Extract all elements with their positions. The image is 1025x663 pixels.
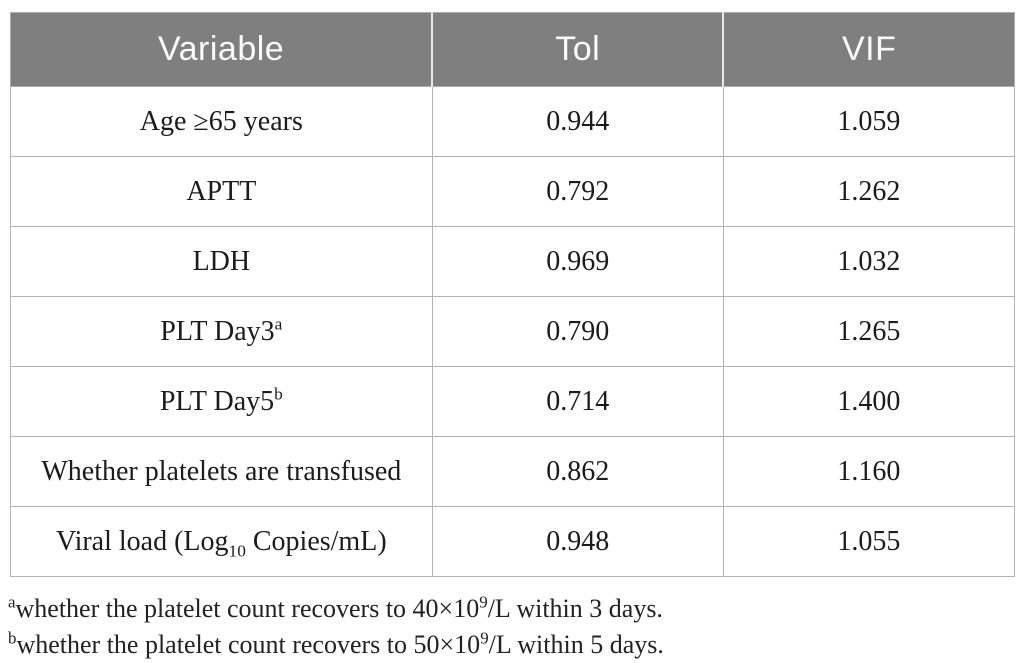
footnote-text: /L within 5 days.: [488, 630, 664, 659]
variable-text: Age ≥65 years: [139, 105, 303, 137]
vif-cell: 1.265: [722, 296, 1016, 367]
tol-cell: 0.944: [431, 86, 724, 157]
vif-cell: 1.032: [722, 226, 1016, 297]
footnote-b: bwhether the platelet count recovers to …: [8, 627, 1015, 663]
variable-cell: Whether platelets are transfused: [10, 436, 433, 507]
variable-text: PLT Day5: [159, 385, 275, 417]
header-cell-vif: VIF: [722, 12, 1016, 87]
table-header-row: Variable Tol VIF: [10, 12, 1016, 87]
tol-cell: 0.862: [431, 436, 724, 507]
table-row: Age ≥65 years 0.944 1.059: [10, 86, 1016, 157]
footnote-marker: b: [8, 628, 17, 648]
variable-text: Copies/mL): [245, 525, 387, 557]
header-cell-tol: Tol: [431, 12, 724, 87]
variable-subscript: 10: [228, 541, 246, 561]
variable-text: PLT Day3: [160, 315, 275, 347]
variable-superscript: a: [274, 314, 283, 334]
collinearity-table: Variable Tol VIF Age ≥65 years 0.944 1.0…: [10, 12, 1016, 577]
tol-cell: 0.948: [431, 506, 724, 577]
header-cell-variable: Variable: [10, 12, 433, 87]
variable-cell: LDH: [10, 226, 433, 297]
variable-text: Whether platelets are transfused: [41, 455, 402, 487]
table-row: APTT 0.792 1.262: [10, 156, 1016, 227]
footnote-a: awhether the platelet count recovers to …: [8, 591, 1015, 627]
footnote-text: /L within 3 days.: [487, 594, 663, 623]
variable-text: Viral load (Log: [56, 525, 229, 557]
footnote-exponent: 9: [479, 592, 488, 612]
table-footnotes: awhether the platelet count recovers to …: [8, 591, 1015, 663]
table-row: PLT Day3a 0.790 1.265: [10, 296, 1016, 367]
footnote-exponent: 9: [480, 628, 489, 648]
variable-cell: APTT: [10, 156, 433, 227]
footnote-text: whether the platelet count recovers to 5…: [16, 630, 481, 659]
table-row: PLT Day5b 0.714 1.400: [10, 366, 1016, 437]
vif-cell: 1.059: [722, 86, 1016, 157]
variable-cell: Viral load (Log10 Copies/mL): [10, 506, 433, 577]
table-row: Whether platelets are transfused 0.862 1…: [10, 436, 1016, 507]
vif-cell: 1.055: [722, 506, 1016, 577]
footnote-text: whether the platelet count recovers to 4…: [15, 594, 480, 623]
variable-cell: PLT Day3a: [10, 296, 433, 367]
variable-superscript: b: [274, 384, 283, 404]
tol-cell: 0.714: [431, 366, 724, 437]
table-row: Viral load (Log10 Copies/mL) 0.948 1.055: [10, 506, 1016, 577]
variable-cell: PLT Day5b: [10, 366, 433, 437]
tol-cell: 0.792: [431, 156, 724, 227]
variable-text: APTT: [186, 175, 257, 207]
variable-cell: Age ≥65 years: [10, 86, 433, 157]
tol-cell: 0.790: [431, 296, 724, 367]
tol-cell: 0.969: [431, 226, 724, 297]
table-row: LDH 0.969 1.032: [10, 226, 1016, 297]
vif-cell: 1.262: [722, 156, 1016, 227]
variable-text: LDH: [192, 245, 251, 277]
footnote-marker: a: [8, 592, 16, 612]
vif-cell: 1.400: [722, 366, 1016, 437]
vif-cell: 1.160: [722, 436, 1016, 507]
